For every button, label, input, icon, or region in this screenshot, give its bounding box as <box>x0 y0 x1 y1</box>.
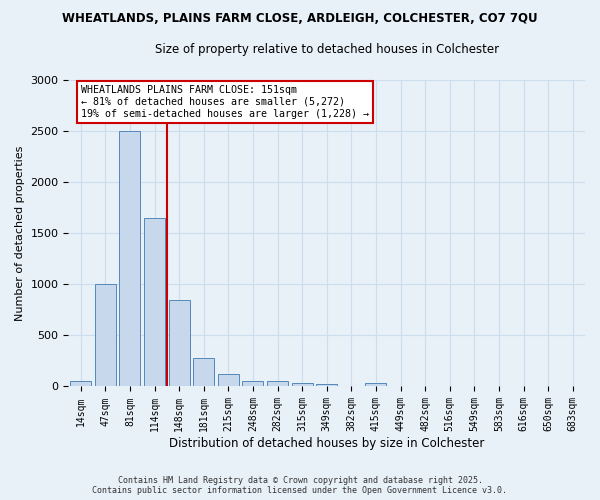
Bar <box>70 382 91 386</box>
Title: Size of property relative to detached houses in Colchester: Size of property relative to detached ho… <box>155 42 499 56</box>
Bar <box>169 300 190 386</box>
Bar <box>144 218 165 386</box>
Bar <box>267 381 288 386</box>
Y-axis label: Number of detached properties: Number of detached properties <box>15 146 25 321</box>
Bar <box>218 374 239 386</box>
Bar <box>119 132 140 386</box>
Text: WHEATLANDS, PLAINS FARM CLOSE, ARDLEIGH, COLCHESTER, CO7 7QU: WHEATLANDS, PLAINS FARM CLOSE, ARDLEIGH,… <box>62 12 538 26</box>
Bar <box>242 381 263 386</box>
X-axis label: Distribution of detached houses by size in Colchester: Distribution of detached houses by size … <box>169 437 484 450</box>
Bar <box>95 284 116 386</box>
Bar <box>292 383 313 386</box>
Bar <box>193 358 214 386</box>
Text: Contains HM Land Registry data © Crown copyright and database right 2025.
Contai: Contains HM Land Registry data © Crown c… <box>92 476 508 495</box>
Bar <box>316 384 337 386</box>
Bar <box>365 384 386 386</box>
Text: WHEATLANDS PLAINS FARM CLOSE: 151sqm
← 81% of detached houses are smaller (5,272: WHEATLANDS PLAINS FARM CLOSE: 151sqm ← 8… <box>81 86 369 118</box>
